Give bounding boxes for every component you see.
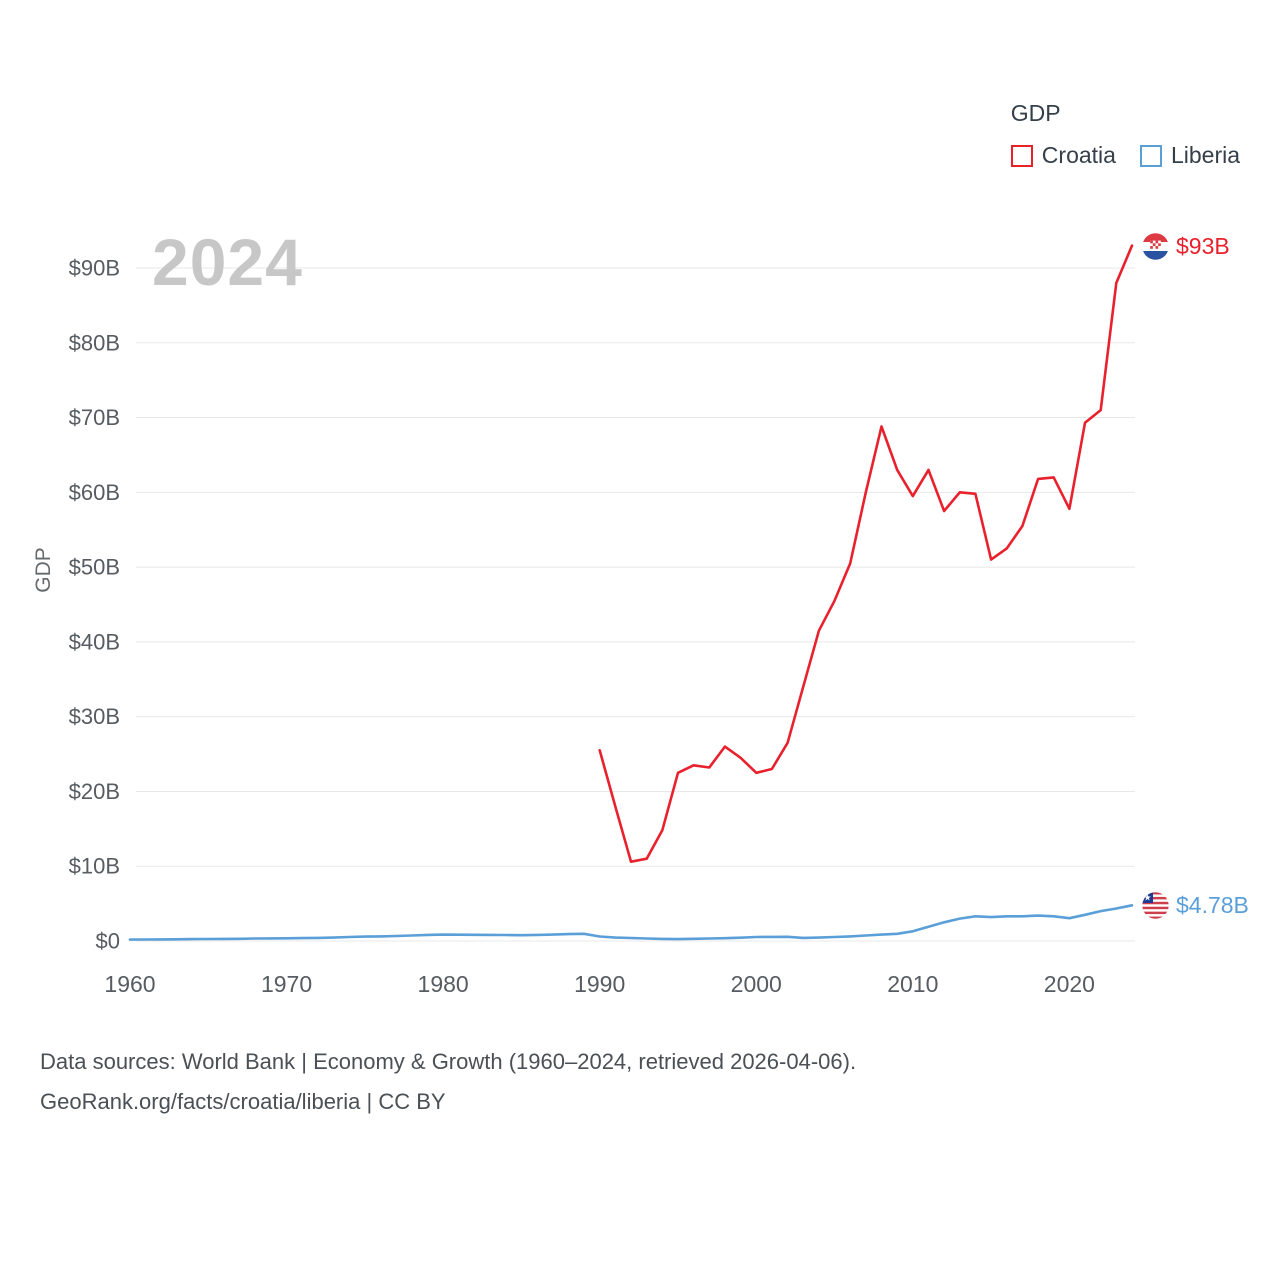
liberia-gdp-line[interactable] [128,903,1134,941]
x-axis-tick-label: 2010 [887,971,938,997]
liberia-end-label: ★ $4.78B [1142,892,1249,919]
liberia-flag-icon: ★ [1142,892,1169,919]
legend-label-liberia: Liberia [1170,142,1240,168]
x-axis-tick-label: 1980 [418,971,469,997]
x-axis-tick-label: 1970 [261,971,312,997]
y-axis-tick-label: $50B [69,555,120,580]
croatia-series-swatch [1010,144,1033,167]
croatia-checkerboard [1150,240,1161,249]
y-axis-tick-label: $70B [69,405,120,430]
legend-item-liberia[interactable]: Liberia [1139,142,1240,169]
y-axis-tick-label: $90B [69,256,120,281]
x-axis-tick-label: 2000 [731,971,782,997]
gdp-line-chart[interactable]: $0 $10B $20B $30B $40B $50B $60B $70B $80B $90B 19… [0,0,1280,1020]
y-axis-tick-label: $20B [69,779,120,804]
croatia-end-value: $93B [1176,233,1230,259]
liberia-star: ★ [1143,893,1151,903]
y-axis-tick-label: $60B [69,480,120,505]
footer-attribution: GeoRank.org/facts/croatia/liberia | CC B… [40,1089,446,1114]
watermark-year: 2024 [152,225,303,299]
y-axis-tick-label: $0 [96,929,120,954]
legend-items: Croatia Liberia [1010,142,1240,169]
liberia-series-swatch [1139,144,1162,167]
legend: GDP Croatia Liberia [1010,100,1240,169]
x-axis-tick-label: 1960 [104,971,155,997]
legend-item-croatia[interactable]: Croatia [1010,142,1116,169]
y-axis-title: GDP [32,547,55,593]
croatia-gdp-line[interactable] [598,244,1134,864]
x-axis-tick-label: 1990 [574,971,625,997]
y-axis-tick-label: $40B [69,629,120,654]
y-axis-tick-label: $10B [69,854,120,879]
y-axis-tick-label: $30B [69,704,120,729]
liberia-end-value: $4.78B [1176,892,1249,918]
croatia-end-label: $93B [1142,233,1230,260]
footer: Data sources: World Bank | Economy & Gro… [40,1042,1140,1122]
croatia-flag-icon [1142,233,1169,260]
x-axis-tick-label: 2020 [1044,971,1095,997]
legend-title: GDP [1010,100,1061,126]
footer-data-sources: Data sources: World Bank | Economy & Gro… [40,1049,857,1074]
y-axis-tick-label: $80B [69,330,120,355]
legend-label-croatia: Croatia [1041,142,1116,168]
